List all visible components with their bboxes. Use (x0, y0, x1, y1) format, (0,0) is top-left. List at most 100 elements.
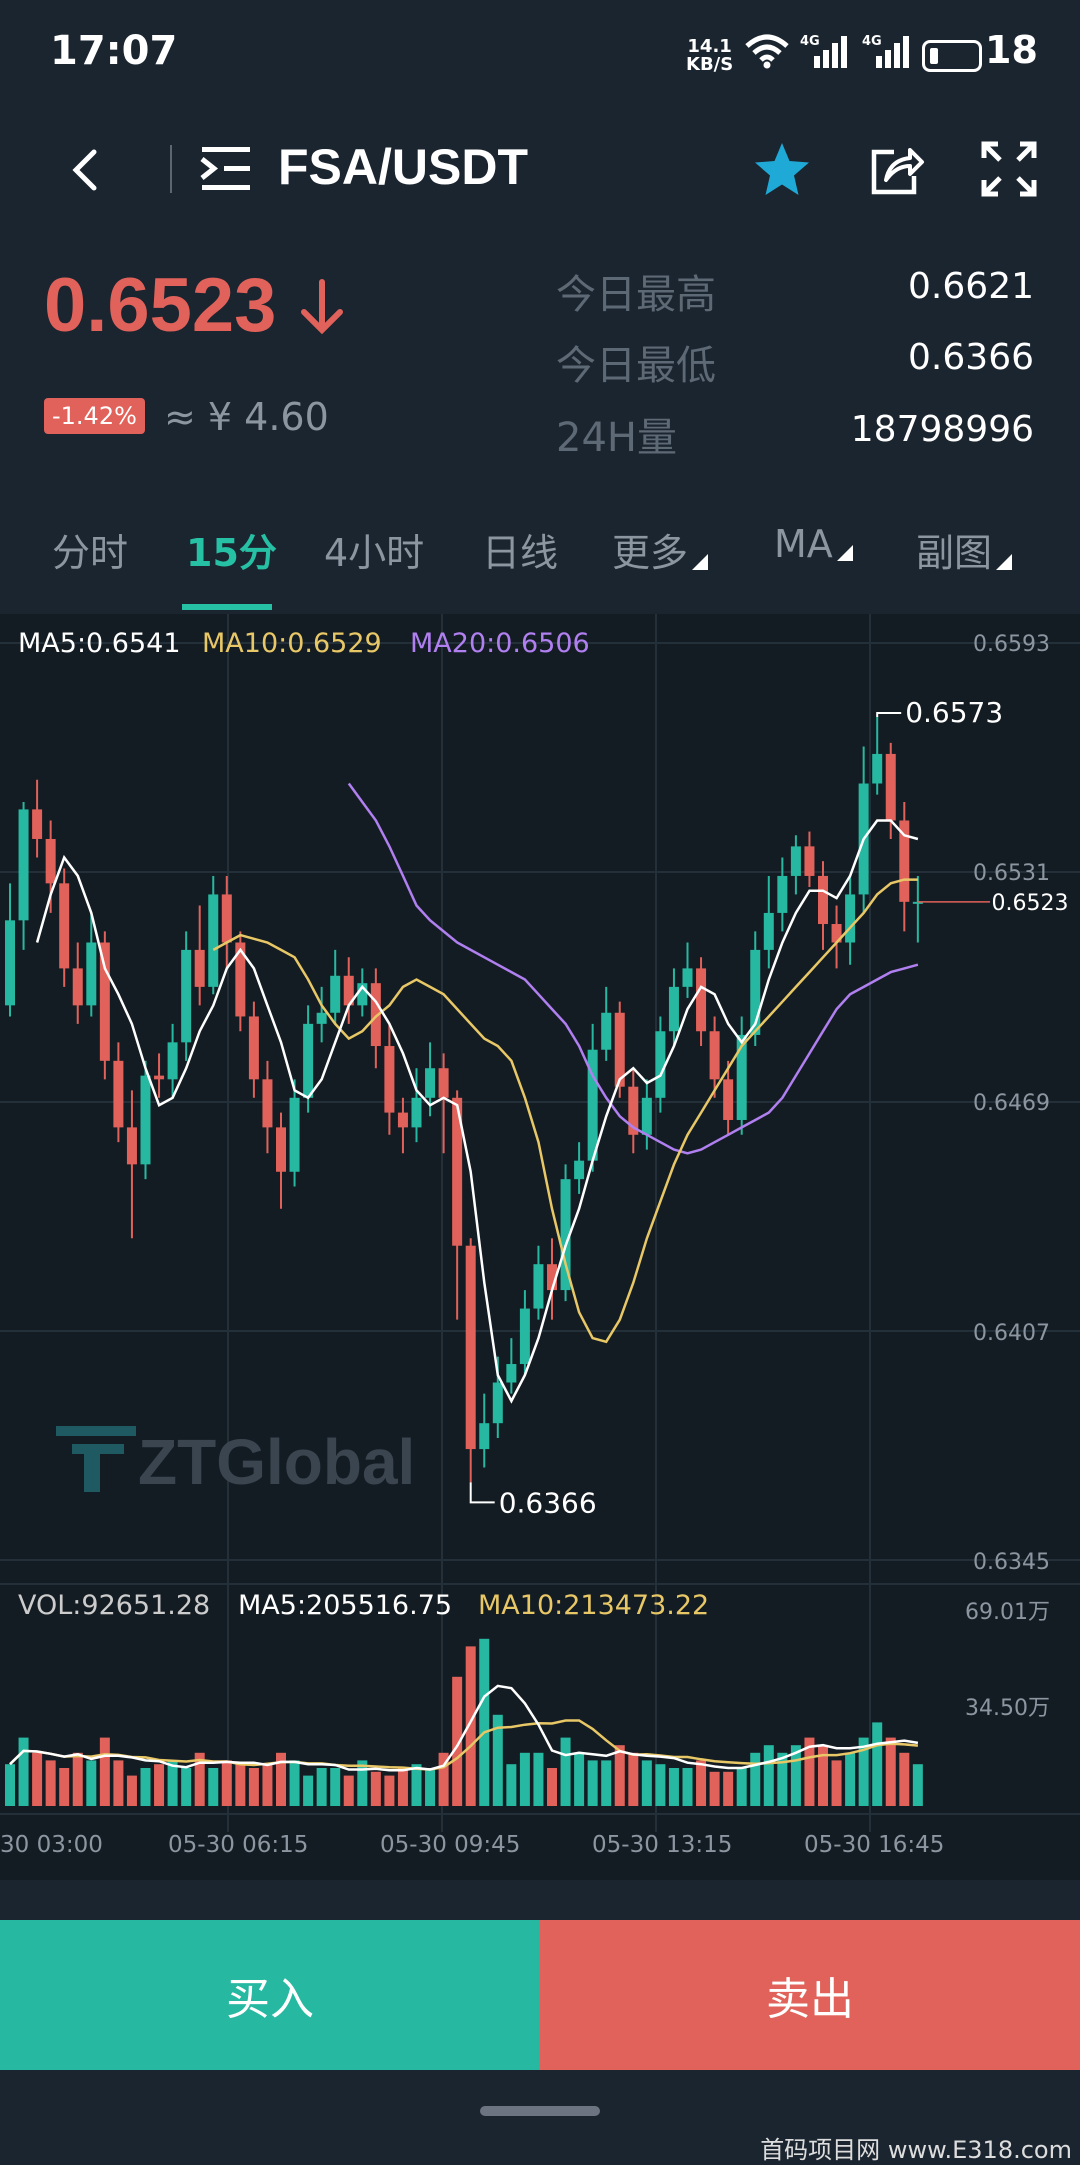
volume-bar (18, 1737, 29, 1806)
volume-bar (45, 1760, 56, 1806)
time-axis-label: 05-30 09:45 (380, 1832, 521, 1858)
volume-bar (384, 1775, 395, 1806)
wifi-icon (745, 34, 789, 69)
volume-bar (235, 1764, 246, 1806)
volume-bar (790, 1745, 801, 1806)
vol-axis-label: 34.50万 (965, 1696, 1050, 1721)
time-axis-label: 05-30 16:45 (804, 1832, 945, 1858)
ma20-line (347, 782, 919, 1155)
watermark-text: ZTGlobal (138, 1426, 412, 1498)
candle (547, 1264, 557, 1291)
volume-bar (316, 1768, 327, 1806)
ma20-label: MA20:0.6506 (410, 628, 590, 659)
vol-axis-label: 69.01万 (965, 1600, 1050, 1625)
candle (452, 1097, 463, 1246)
candle (831, 924, 842, 943)
star-icon[interactable] (752, 140, 812, 198)
volume-bar (343, 1775, 354, 1806)
candle (86, 942, 97, 1006)
candle (587, 1049, 598, 1161)
time-axis-label: 05-30 13:15 (592, 1832, 733, 1858)
candle (194, 949, 205, 987)
vol-ma5-line (9, 1684, 919, 1772)
vol-ma10-line (9, 1719, 919, 1771)
volume-bar (682, 1768, 693, 1806)
candle (126, 1127, 137, 1165)
candle (668, 986, 679, 1032)
candle (641, 1097, 652, 1135)
candle (5, 920, 15, 1006)
ma5-label: MA5:0.6541 (18, 628, 181, 659)
candle (506, 1364, 517, 1383)
candle (262, 1079, 273, 1128)
share-icon[interactable] (868, 140, 926, 198)
candle (18, 809, 29, 921)
watermark-logo: ZTGlobal (52, 1418, 415, 1502)
candle (628, 1086, 639, 1135)
volume-bar (818, 1745, 828, 1806)
tab-4hour[interactable]: 4小时 (324, 531, 425, 575)
volume-bar (858, 1737, 869, 1806)
tab-daily[interactable]: 日线 (482, 531, 559, 575)
tab-more[interactable]: 更多 (612, 522, 709, 577)
volume-bar (912, 1764, 923, 1806)
tab-timeline[interactable]: 分时 (52, 531, 129, 575)
expand-icon[interactable] (980, 140, 1038, 198)
home-indicator[interactable] (480, 2106, 600, 2116)
volume-bar (465, 1646, 476, 1806)
price-axis-label: 0.6531 (973, 861, 1050, 886)
volume-bar (357, 1760, 368, 1806)
caret-icon (692, 554, 709, 570)
volume-bar (303, 1775, 314, 1806)
volume-bar (221, 1760, 232, 1806)
vol-label: VOL:92651.28 (18, 1590, 211, 1621)
pair-title[interactable]: FSA/USDT (278, 139, 528, 195)
candle (682, 968, 693, 987)
candle (59, 883, 70, 969)
candle (45, 838, 56, 884)
candle (845, 894, 856, 943)
clock: 17:07 (50, 28, 178, 74)
buy-button[interactable]: 买入 (0, 1920, 540, 2070)
high-marker-label: 0.6573 (905, 696, 1003, 729)
candle (221, 894, 232, 943)
caret-icon (996, 554, 1013, 570)
back-icon[interactable] (64, 140, 114, 200)
volume-bar (397, 1768, 408, 1806)
candle (438, 1068, 449, 1098)
candle (885, 753, 896, 821)
last-price: 0.6523 (44, 263, 277, 348)
sell-button[interactable]: 卖出 (540, 1920, 1080, 2070)
candle (790, 846, 801, 876)
volume-bar (140, 1768, 151, 1806)
price-axis-label: 0.6593 (973, 632, 1050, 657)
tab-ma[interactable]: MA (774, 522, 853, 566)
menu-icon[interactable] (200, 143, 252, 195)
volume-bar (831, 1760, 842, 1806)
candle (248, 1016, 259, 1080)
volume-bar (696, 1760, 707, 1806)
candle (709, 1031, 720, 1080)
tab-15min[interactable]: 15分 (186, 531, 277, 575)
price-axis-label: 0.6407 (973, 1321, 1050, 1346)
candle (32, 809, 43, 839)
kline-chart[interactable]: 0.6573 0.6366 0.6523 (0, 614, 1080, 1880)
volume-bar (574, 1752, 585, 1806)
volume-bar (99, 1737, 110, 1806)
volume-bar (614, 1745, 625, 1806)
stat-value-volume: 18798996 (850, 409, 1034, 450)
candle (343, 975, 354, 1006)
ma10-line (212, 878, 918, 1344)
stat-label-volume: 24H量 (556, 415, 677, 461)
tab-subchart[interactable]: 副图 (916, 522, 1013, 577)
vol-ma5-label: MA5:205516.75 (238, 1590, 453, 1621)
time-axis-label: 30 03:00 (0, 1832, 103, 1858)
stat-value-high: 0.6621 (908, 266, 1034, 307)
volume-bar (560, 1737, 571, 1806)
tab-underline (182, 604, 272, 610)
candle (560, 1179, 571, 1291)
candle (614, 1012, 625, 1087)
candle (519, 1308, 530, 1365)
current-price-tag (990, 885, 1070, 918)
volume-bar (262, 1764, 273, 1806)
